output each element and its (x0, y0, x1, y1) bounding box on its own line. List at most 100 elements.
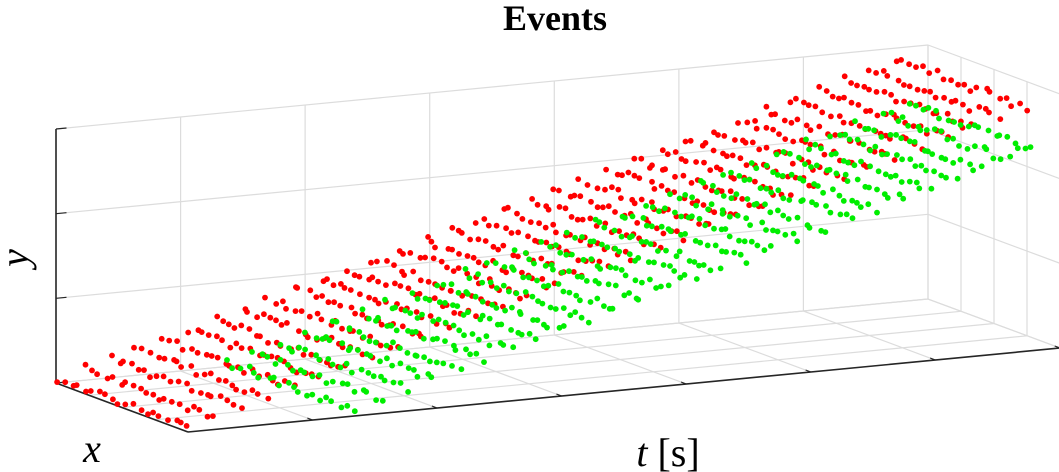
event-point (110, 396, 116, 403)
event-point (155, 413, 162, 419)
event-point (329, 361, 336, 368)
event-point (842, 171, 849, 178)
event-point (319, 293, 325, 299)
event-point (193, 372, 200, 378)
event-point (463, 346, 469, 353)
event-point (663, 247, 669, 254)
event-point (366, 294, 372, 301)
event-point (527, 219, 534, 226)
event-point (912, 163, 919, 170)
event-point (373, 317, 379, 324)
event-point (866, 86, 872, 93)
event-point (1012, 140, 1019, 147)
event-point (196, 406, 203, 413)
event-point (787, 99, 794, 106)
event-point (351, 272, 358, 279)
event-point (654, 225, 660, 232)
event-point (513, 290, 520, 297)
event-point (567, 312, 574, 319)
event-point (563, 229, 570, 236)
event-point (821, 151, 828, 158)
event-point (643, 239, 650, 245)
chart-title: Events (503, 0, 607, 38)
event-point (729, 152, 736, 159)
event-point (967, 88, 974, 94)
event-point (87, 388, 94, 394)
event-point (254, 314, 260, 321)
event-point (763, 185, 770, 192)
event-point (848, 99, 855, 106)
event-point (816, 83, 823, 90)
event-point (510, 252, 517, 259)
event-point (858, 158, 864, 165)
event-point (262, 294, 268, 301)
event-point (62, 379, 69, 386)
event-point (428, 238, 435, 245)
event-point (559, 269, 566, 276)
event-point (486, 342, 493, 349)
event-point (325, 299, 332, 306)
event-point (674, 228, 680, 235)
event-point (316, 356, 323, 363)
event-point (836, 95, 842, 102)
event-point (950, 160, 957, 166)
event-point (775, 207, 781, 214)
event-point (233, 386, 240, 393)
event-point (824, 167, 831, 174)
event-point (296, 344, 302, 351)
event-point (580, 256, 587, 263)
event-point (265, 395, 272, 402)
event-point (481, 359, 487, 365)
event-point (384, 355, 390, 362)
event-point (763, 103, 770, 110)
event-point (667, 263, 673, 269)
event-point (855, 102, 862, 108)
event-point (411, 367, 417, 373)
event-point (391, 262, 397, 268)
event-point (823, 88, 830, 94)
event-point (603, 166, 609, 173)
event-point (414, 296, 421, 302)
event-point (191, 403, 197, 410)
event-point (787, 150, 793, 157)
event-point (780, 195, 787, 202)
event-point (432, 244, 438, 251)
event-point (862, 125, 868, 132)
event-point (255, 374, 262, 381)
event-point (1003, 95, 1010, 101)
event-point (872, 143, 879, 150)
event-point (481, 216, 488, 222)
event-point (717, 265, 724, 272)
event-point (323, 380, 330, 386)
event-point (873, 70, 879, 76)
event-point (748, 238, 755, 245)
event-point (365, 370, 372, 376)
event-point (649, 199, 655, 206)
event-point (923, 167, 929, 174)
event-point (319, 336, 326, 342)
event-point (744, 119, 751, 126)
event-point (489, 301, 496, 308)
event-point (344, 381, 351, 387)
event-point (286, 345, 292, 351)
event-point (893, 58, 900, 65)
event-point (763, 144, 770, 151)
event-point (1007, 153, 1014, 160)
event-point (348, 369, 355, 376)
event-point (747, 222, 753, 229)
event-point (612, 282, 619, 289)
event-point (396, 248, 403, 254)
event-point (550, 266, 556, 273)
event-point (944, 110, 951, 117)
event-point (556, 324, 563, 331)
event-point (1022, 145, 1029, 152)
event-point (752, 178, 758, 185)
event-point (828, 113, 834, 120)
event-point (492, 260, 499, 266)
event-point (285, 361, 291, 368)
t-axis-tick (680, 381, 687, 385)
event-point (557, 249, 564, 256)
event-point (944, 136, 951, 143)
event-point (130, 382, 137, 389)
event-point (699, 142, 706, 149)
